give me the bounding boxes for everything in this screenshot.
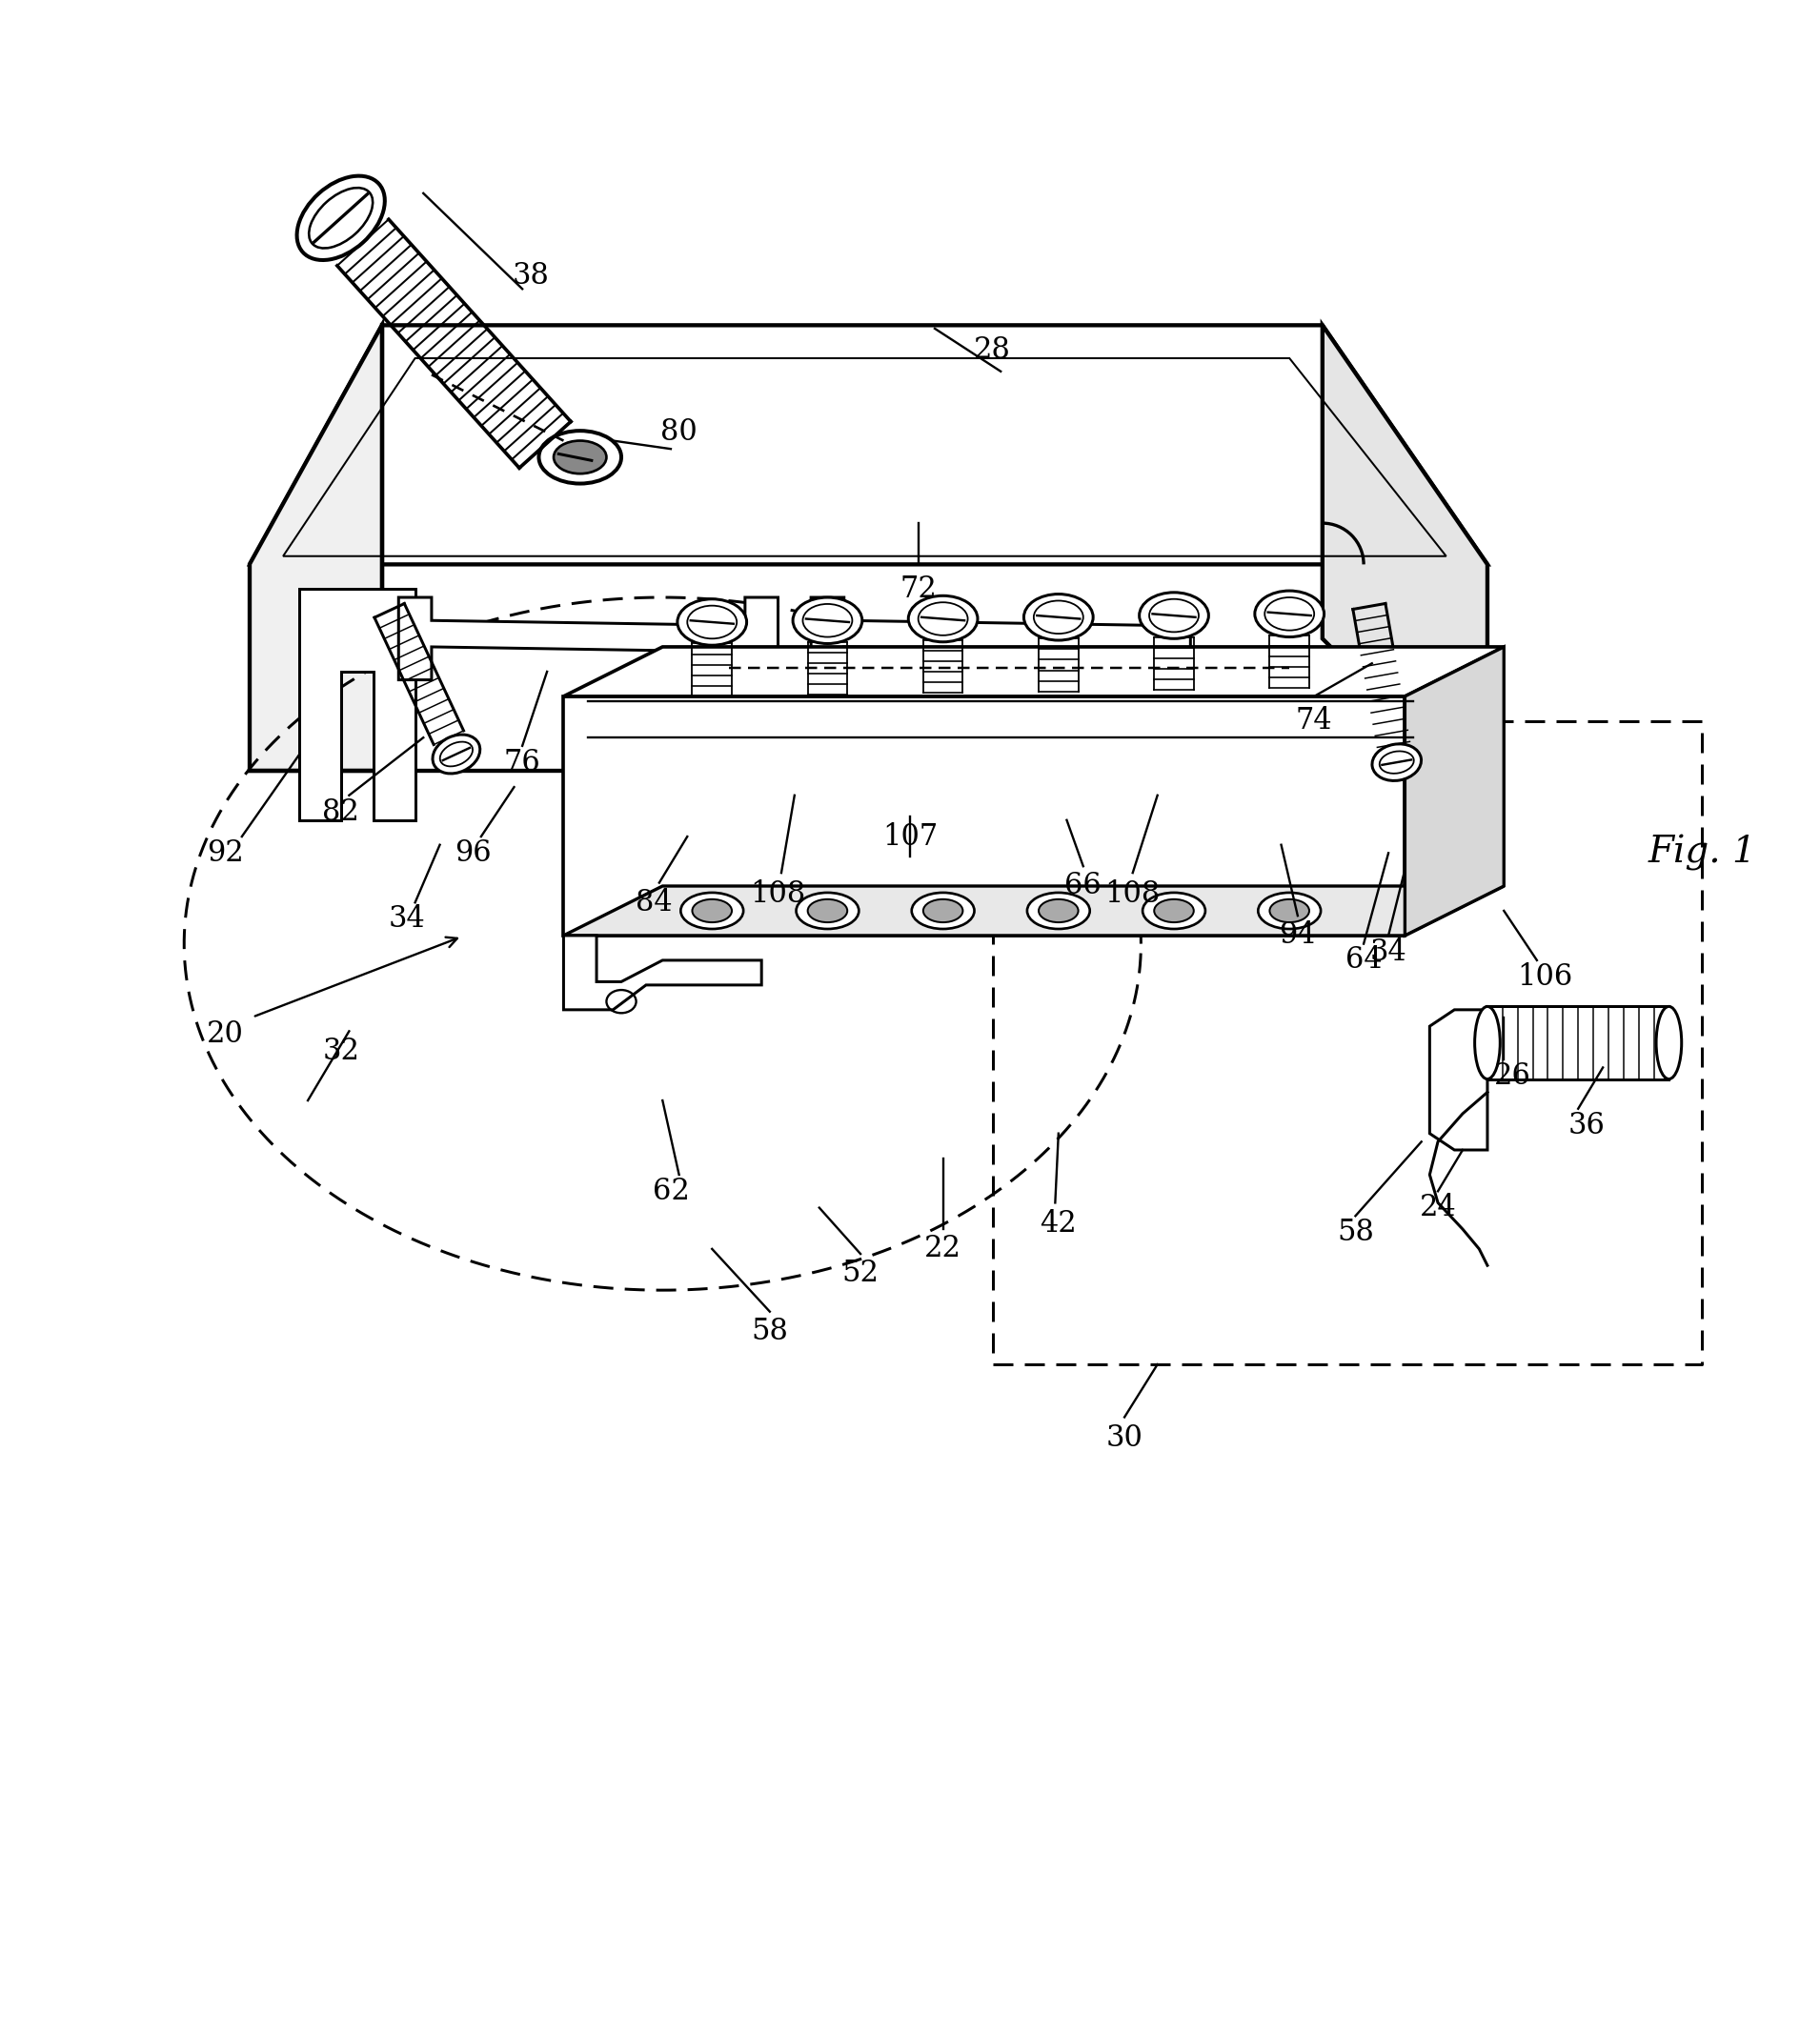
Text: 107: 107: [883, 823, 937, 851]
Text: 74: 74: [1296, 706, 1332, 735]
Text: 30: 30: [1107, 1423, 1143, 1454]
Text: 42: 42: [1039, 1209, 1077, 1240]
Ellipse shape: [1270, 900, 1309, 922]
Text: Fig. 1: Fig. 1: [1647, 835, 1756, 871]
Polygon shape: [564, 647, 1503, 696]
Ellipse shape: [553, 440, 606, 474]
Text: 84: 84: [635, 888, 673, 918]
Ellipse shape: [1143, 892, 1205, 928]
Text: 32: 32: [322, 1036, 359, 1065]
Ellipse shape: [1372, 743, 1421, 780]
Ellipse shape: [1139, 592, 1208, 639]
Ellipse shape: [1039, 900, 1077, 922]
Text: 36: 36: [1567, 1110, 1605, 1140]
Ellipse shape: [297, 175, 384, 261]
Text: 28: 28: [974, 336, 1010, 364]
Ellipse shape: [433, 735, 480, 774]
Text: 34: 34: [1370, 937, 1407, 967]
Text: 34: 34: [388, 904, 426, 935]
Text: 82: 82: [322, 796, 359, 827]
Ellipse shape: [692, 900, 732, 922]
Polygon shape: [1323, 326, 1487, 804]
Text: 58: 58: [752, 1317, 788, 1346]
Text: 72: 72: [899, 574, 937, 605]
Text: 96: 96: [455, 839, 491, 867]
Text: 106: 106: [1518, 961, 1572, 992]
Polygon shape: [249, 326, 382, 770]
Ellipse shape: [539, 432, 621, 485]
Polygon shape: [300, 588, 415, 821]
Text: 58: 58: [1338, 1218, 1374, 1248]
Ellipse shape: [681, 892, 743, 928]
Polygon shape: [1431, 1010, 1487, 1150]
Text: 92: 92: [207, 839, 244, 867]
Ellipse shape: [908, 597, 977, 641]
Ellipse shape: [1254, 590, 1325, 637]
Polygon shape: [564, 935, 761, 1010]
Text: 94: 94: [1279, 920, 1316, 951]
Ellipse shape: [1025, 595, 1094, 639]
Ellipse shape: [794, 597, 863, 643]
Text: 76: 76: [504, 747, 541, 778]
Ellipse shape: [1258, 892, 1321, 928]
Ellipse shape: [1026, 892, 1090, 928]
Polygon shape: [249, 326, 1487, 564]
Text: 62: 62: [652, 1177, 690, 1205]
Text: 20: 20: [207, 1020, 244, 1049]
Text: 38: 38: [511, 261, 550, 291]
Ellipse shape: [795, 892, 859, 928]
Ellipse shape: [1656, 1006, 1682, 1079]
Polygon shape: [399, 597, 777, 680]
Ellipse shape: [923, 900, 963, 922]
Polygon shape: [564, 886, 1503, 935]
Text: 64: 64: [1345, 945, 1381, 975]
Ellipse shape: [808, 900, 848, 922]
Text: 24: 24: [1420, 1193, 1456, 1222]
Polygon shape: [1405, 647, 1503, 935]
Polygon shape: [564, 696, 1405, 935]
Text: 22: 22: [925, 1234, 961, 1264]
Text: 66: 66: [1065, 871, 1101, 900]
Text: 26: 26: [1494, 1061, 1531, 1091]
Text: 52: 52: [843, 1258, 879, 1289]
Ellipse shape: [912, 892, 974, 928]
Text: 108: 108: [750, 880, 806, 908]
Ellipse shape: [1474, 1006, 1500, 1079]
Text: 80: 80: [661, 417, 697, 448]
Polygon shape: [812, 597, 1190, 680]
Ellipse shape: [677, 599, 746, 645]
Ellipse shape: [1154, 900, 1194, 922]
Text: 108: 108: [1105, 880, 1161, 908]
